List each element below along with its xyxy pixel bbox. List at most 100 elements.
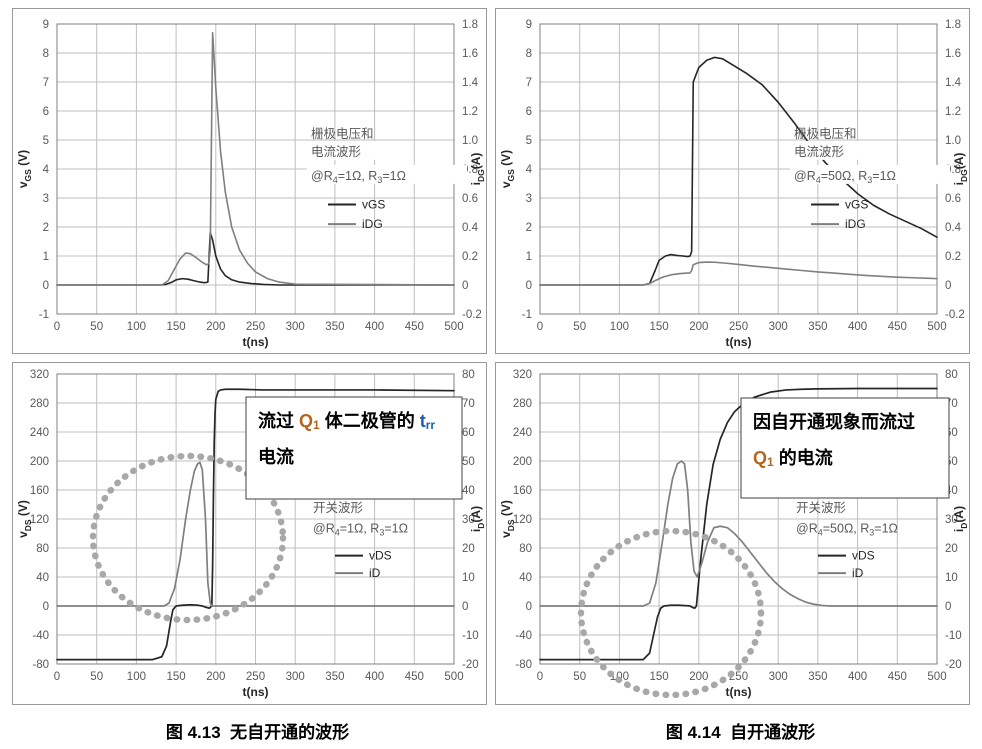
svg-text:500: 500 (927, 321, 946, 333)
svg-text:400: 400 (848, 671, 867, 683)
svg-text:70: 70 (462, 398, 475, 410)
svg-text:0: 0 (526, 280, 532, 292)
svg-text:-10: -10 (945, 630, 962, 642)
svg-text:4: 4 (526, 164, 533, 176)
svg-text:8: 8 (526, 48, 532, 60)
svg-text:@R4=1Ω, R3=1Ω: @R4=1Ω, R3=1Ω (311, 169, 406, 185)
svg-text:80: 80 (36, 543, 49, 555)
svg-text:10: 10 (945, 572, 958, 584)
svg-text:vGS (V): vGS (V) (16, 150, 33, 188)
svg-text:-40: -40 (515, 630, 532, 642)
svg-text:2: 2 (43, 222, 49, 234)
svg-text:t(ns): t(ns) (726, 685, 752, 699)
svg-text:-10: -10 (462, 630, 479, 642)
svg-text:5: 5 (526, 135, 532, 147)
svg-text:2: 2 (526, 222, 532, 234)
svg-text:10: 10 (462, 572, 475, 584)
svg-text:-80: -80 (32, 659, 49, 671)
svg-text:300: 300 (769, 321, 788, 333)
svg-text:280: 280 (30, 398, 49, 410)
svg-text:5: 5 (43, 135, 49, 147)
svg-text:1.8: 1.8 (462, 19, 478, 31)
svg-text:1.6: 1.6 (945, 48, 961, 60)
svg-text:1.4: 1.4 (945, 77, 962, 89)
svg-text:-0.2: -0.2 (945, 309, 965, 321)
svg-text:80: 80 (945, 369, 958, 381)
svg-text:200: 200 (206, 671, 225, 683)
svg-text:250: 250 (729, 321, 748, 333)
svg-text:200: 200 (30, 456, 49, 468)
svg-text:400: 400 (365, 321, 384, 333)
svg-text:0.6: 0.6 (945, 193, 961, 205)
svg-text:开关波形: 开关波形 (313, 501, 364, 515)
svg-text:9: 9 (43, 19, 49, 31)
svg-text:280: 280 (513, 398, 532, 410)
svg-text:t(ns): t(ns) (726, 335, 752, 349)
svg-text:240: 240 (30, 427, 49, 439)
svg-text:100: 100 (127, 671, 146, 683)
svg-text:-1: -1 (522, 309, 532, 321)
svg-text:vDS: vDS (369, 549, 392, 563)
svg-text:-20: -20 (462, 659, 479, 671)
svg-text:350: 350 (808, 671, 827, 683)
svg-text:1.2: 1.2 (462, 106, 478, 118)
svg-text:1.6: 1.6 (462, 48, 478, 60)
svg-text:20: 20 (462, 543, 475, 555)
svg-text:7: 7 (526, 77, 532, 89)
svg-text:6: 6 (526, 106, 532, 118)
svg-text:iD(A): iD(A) (469, 506, 486, 532)
svg-text:1.0: 1.0 (462, 135, 478, 147)
svg-text:-0.2: -0.2 (462, 309, 482, 321)
svg-text:50: 50 (90, 321, 103, 333)
svg-text:-20: -20 (945, 659, 962, 671)
svg-text:250: 250 (246, 321, 265, 333)
svg-text:7: 7 (43, 77, 49, 89)
svg-text:@R4=50Ω, R3=1Ω: @R4=50Ω, R3=1Ω (796, 521, 898, 537)
svg-text:80: 80 (519, 543, 532, 555)
svg-text:0: 0 (537, 321, 543, 333)
svg-text:200: 200 (206, 321, 225, 333)
svg-text:3: 3 (526, 193, 532, 205)
svg-text:栅极电压和: 栅极电压和 (794, 126, 857, 141)
svg-text:vGS (V): vGS (V) (499, 150, 516, 188)
svg-text:350: 350 (325, 671, 344, 683)
svg-text:8: 8 (43, 48, 49, 60)
svg-text:400: 400 (848, 321, 867, 333)
svg-text:1.4: 1.4 (462, 77, 479, 89)
svg-text:0.6: 0.6 (462, 193, 478, 205)
svg-text:80: 80 (462, 369, 475, 381)
svg-text:350: 350 (325, 321, 344, 333)
svg-text:150: 150 (167, 321, 186, 333)
svg-text:0: 0 (43, 601, 49, 613)
svg-text:t(ns): t(ns) (243, 685, 269, 699)
svg-text:150: 150 (650, 671, 669, 683)
svg-text:0.4: 0.4 (462, 222, 479, 234)
svg-text:500: 500 (444, 321, 463, 333)
svg-text:50: 50 (462, 456, 475, 468)
svg-text:0: 0 (462, 280, 468, 292)
svg-text:300: 300 (286, 321, 305, 333)
svg-text:400: 400 (365, 671, 384, 683)
svg-text:-80: -80 (515, 659, 532, 671)
svg-text:100: 100 (127, 321, 146, 333)
svg-text:1.2: 1.2 (945, 106, 961, 118)
svg-text:iDG(A): iDG(A) (469, 153, 486, 186)
svg-text:450: 450 (888, 321, 907, 333)
svg-text:0: 0 (54, 671, 60, 683)
svg-text:1: 1 (526, 251, 532, 263)
svg-text:300: 300 (769, 671, 788, 683)
svg-text:200: 200 (689, 671, 708, 683)
svg-text:320: 320 (30, 369, 49, 381)
svg-text:0: 0 (945, 280, 951, 292)
svg-text:iD(A): iD(A) (952, 506, 969, 532)
svg-text:iDG: iDG (845, 217, 866, 231)
svg-text:vGS: vGS (845, 198, 868, 212)
svg-text:160: 160 (513, 485, 532, 497)
svg-text:@R4=1Ω, R3=1Ω: @R4=1Ω, R3=1Ω (313, 521, 408, 537)
svg-text:iDG(A): iDG(A) (952, 153, 969, 186)
svg-text:因自开通现象而流过: 因自开通现象而流过 (753, 411, 915, 432)
svg-text:0: 0 (462, 601, 468, 613)
svg-text:开关波形: 开关波形 (796, 501, 847, 515)
svg-text:1.0: 1.0 (945, 135, 961, 147)
svg-text:3: 3 (43, 193, 49, 205)
